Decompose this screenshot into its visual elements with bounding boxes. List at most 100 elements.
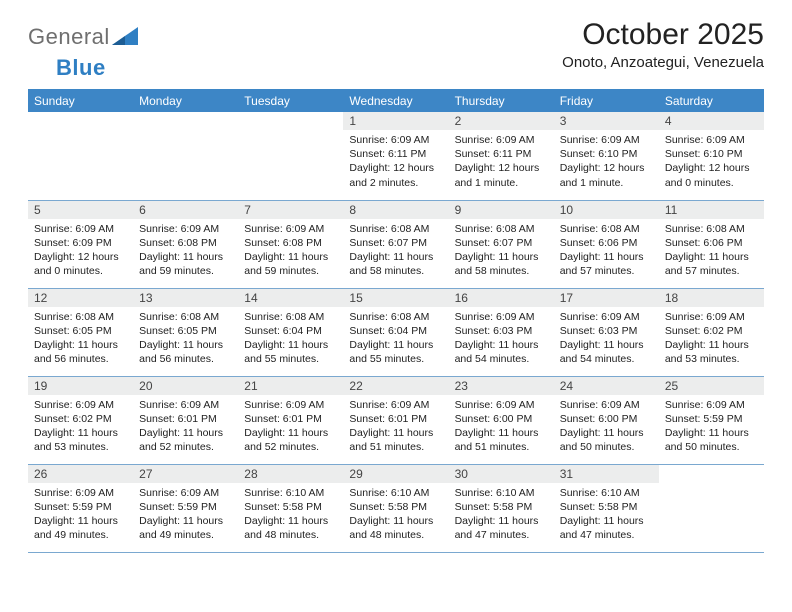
day-number: 13 — [133, 289, 238, 307]
day-cell: 13Sunrise: 6:08 AMSunset: 6:05 PMDayligh… — [133, 288, 238, 376]
sunrise-line: Sunrise: 6:09 AM — [244, 222, 337, 236]
calendar-week-row: 12Sunrise: 6:08 AMSunset: 6:05 PMDayligh… — [28, 288, 764, 376]
day-info: Sunrise: 6:08 AMSunset: 6:06 PMDaylight:… — [554, 219, 659, 283]
calendar-week-row: 5Sunrise: 6:09 AMSunset: 6:09 PMDaylight… — [28, 200, 764, 288]
day-number: 31 — [554, 465, 659, 483]
day-info: Sunrise: 6:09 AMSunset: 6:11 PMDaylight:… — [343, 130, 448, 194]
sunrise-line: Sunrise: 6:10 AM — [349, 486, 442, 500]
sunrise-line: Sunrise: 6:09 AM — [34, 222, 127, 236]
daylight-line: Daylight: 11 hours and 50 minutes. — [560, 426, 653, 454]
sunrise-line: Sunrise: 6:10 AM — [455, 486, 548, 500]
day-cell: 4Sunrise: 6:09 AMSunset: 6:10 PMDaylight… — [659, 112, 764, 200]
sunset-line: Sunset: 6:05 PM — [34, 324, 127, 338]
day-number: 25 — [659, 377, 764, 395]
sunrise-line: Sunrise: 6:09 AM — [560, 133, 653, 147]
sunrise-line: Sunrise: 6:08 AM — [455, 222, 548, 236]
day-cell: 3 Sunrise: 6:09 AMSunset: 6:10 PMDaylight… — [554, 112, 659, 200]
day-cell: 25Sunrise: 6:09 AMSunset: 5:59 PMDayligh… — [659, 376, 764, 464]
sunset-line: Sunset: 6:02 PM — [34, 412, 127, 426]
day-cell: 19Sunrise: 6:09 AMSunset: 6:02 PMDayligh… — [28, 376, 133, 464]
day-info: Sunrise: 6:10 AMSunset: 5:58 PMDaylight:… — [449, 483, 554, 547]
dow-wednesday: Wednesday — [343, 90, 448, 113]
daylight-line: Daylight: 11 hours and 51 minutes. — [455, 426, 548, 454]
sunset-line: Sunset: 6:00 PM — [560, 412, 653, 426]
day-cell: 21Sunrise: 6:09 AMSunset: 6:01 PMDayligh… — [238, 376, 343, 464]
sunrise-line: Sunrise: 6:08 AM — [665, 222, 758, 236]
day-info: Sunrise: 6:08 AMSunset: 6:05 PMDaylight:… — [133, 307, 238, 371]
sunrise-line: Sunrise: 6:09 AM — [34, 398, 127, 412]
day-cell: 5Sunrise: 6:09 AMSunset: 6:09 PMDaylight… — [28, 200, 133, 288]
sunset-line: Sunset: 6:10 PM — [560, 147, 653, 161]
day-info: Sunrise: 6:09 AMSunset: 6:00 PMDaylight:… — [449, 395, 554, 459]
sunrise-line: Sunrise: 6:08 AM — [560, 222, 653, 236]
calendar-table: Sunday Monday Tuesday Wednesday Thursday… — [28, 89, 764, 553]
day-number: 7 — [238, 201, 343, 219]
daylight-line: Daylight: 11 hours and 55 minutes. — [349, 338, 442, 366]
sunset-line: Sunset: 6:06 PM — [560, 236, 653, 250]
sunrise-line: Sunrise: 6:09 AM — [34, 486, 127, 500]
sunrise-line: Sunrise: 6:08 AM — [244, 310, 337, 324]
day-info: Sunrise: 6:09 AMSunset: 6:10 PMDaylight:… — [659, 130, 764, 194]
day-cell: 29Sunrise: 6:10 AMSunset: 5:58 PMDayligh… — [343, 464, 448, 552]
day-info: Sunrise: 6:08 AMSunset: 6:06 PMDaylight:… — [659, 219, 764, 283]
sunset-line: Sunset: 5:59 PM — [665, 412, 758, 426]
daylight-line: Daylight: 11 hours and 58 minutes. — [455, 250, 548, 278]
daylight-line: Daylight: 12 hours and 1 minute. — [455, 161, 548, 189]
daylight-line: Daylight: 11 hours and 49 minutes. — [139, 514, 232, 542]
sunrise-line: Sunrise: 6:09 AM — [560, 398, 653, 412]
sunrise-line: Sunrise: 6:08 AM — [349, 310, 442, 324]
day-cell: 24Sunrise: 6:09 AMSunset: 6:00 PMDayligh… — [554, 376, 659, 464]
sunrise-line: Sunrise: 6:09 AM — [665, 310, 758, 324]
sunrise-line: Sunrise: 6:09 AM — [139, 486, 232, 500]
daylight-line: Daylight: 11 hours and 48 minutes. — [349, 514, 442, 542]
day-cell: 27Sunrise: 6:09 AMSunset: 5:59 PMDayligh… — [133, 464, 238, 552]
sunrise-line: Sunrise: 6:10 AM — [244, 486, 337, 500]
day-number: 19 — [28, 377, 133, 395]
day-info: Sunrise: 6:09 AMSunset: 6:08 PMDaylight:… — [238, 219, 343, 283]
sunset-line: Sunset: 6:03 PM — [455, 324, 548, 338]
empty-cell — [133, 112, 238, 200]
sunset-line: Sunset: 5:58 PM — [455, 500, 548, 514]
day-cell: 14Sunrise: 6:08 AMSunset: 6:04 PMDayligh… — [238, 288, 343, 376]
day-cell: 6Sunrise: 6:09 AMSunset: 6:08 PMDaylight… — [133, 200, 238, 288]
brand-triangle-icon — [112, 25, 138, 50]
sunrise-line: Sunrise: 6:09 AM — [455, 398, 548, 412]
day-number: 14 — [238, 289, 343, 307]
day-number: 20 — [133, 377, 238, 395]
dow-saturday: Saturday — [659, 90, 764, 113]
brand-text-a: General — [28, 24, 110, 50]
sunset-line: Sunset: 6:09 PM — [34, 236, 127, 250]
daylight-line: Daylight: 11 hours and 54 minutes. — [455, 338, 548, 366]
day-number: 28 — [238, 465, 343, 483]
day-info: Sunrise: 6:08 AMSunset: 6:07 PMDaylight:… — [449, 219, 554, 283]
day-number: 2 — [449, 112, 554, 130]
day-cell: 20Sunrise: 6:09 AMSunset: 6:01 PMDayligh… — [133, 376, 238, 464]
daylight-line: Daylight: 11 hours and 55 minutes. — [244, 338, 337, 366]
daylight-line: Daylight: 11 hours and 48 minutes. — [244, 514, 337, 542]
day-info: Sunrise: 6:09 AMSunset: 6:02 PMDaylight:… — [28, 395, 133, 459]
brand-logo: General — [28, 18, 140, 50]
calendar-week-row: 1Sunrise: 6:09 AMSunset: 6:11 PMDaylight… — [28, 112, 764, 200]
day-cell: 1Sunrise: 6:09 AMSunset: 6:11 PMDaylight… — [343, 112, 448, 200]
sunset-line: Sunset: 5:58 PM — [560, 500, 653, 514]
day-cell: 22Sunrise: 6:09 AMSunset: 6:01 PMDayligh… — [343, 376, 448, 464]
day-number: 17 — [554, 289, 659, 307]
sunset-line: Sunset: 6:08 PM — [139, 236, 232, 250]
calendar-body: 1Sunrise: 6:09 AMSunset: 6:11 PMDaylight… — [28, 112, 764, 552]
day-info: Sunrise: 6:10 AMSunset: 5:58 PMDaylight:… — [238, 483, 343, 547]
dow-sunday: Sunday — [28, 90, 133, 113]
daylight-line: Daylight: 12 hours and 1 minute. — [560, 161, 653, 189]
day-info: Sunrise: 6:09 AMSunset: 6:01 PMDaylight:… — [343, 395, 448, 459]
day-info: Sunrise: 6:09 AMSunset: 6:03 PMDaylight:… — [449, 307, 554, 371]
day-number: 30 — [449, 465, 554, 483]
dow-tuesday: Tuesday — [238, 90, 343, 113]
day-number: 27 — [133, 465, 238, 483]
location-label: Onoto, Anzoategui, Venezuela — [562, 54, 764, 71]
daylight-line: Daylight: 11 hours and 59 minutes. — [139, 250, 232, 278]
sunrise-line: Sunrise: 6:08 AM — [139, 310, 232, 324]
daylight-line: Daylight: 12 hours and 2 minutes. — [349, 161, 442, 189]
day-number: 3 — [554, 112, 659, 130]
sunset-line: Sunset: 6:01 PM — [244, 412, 337, 426]
day-number: 8 — [343, 201, 448, 219]
day-number: 12 — [28, 289, 133, 307]
